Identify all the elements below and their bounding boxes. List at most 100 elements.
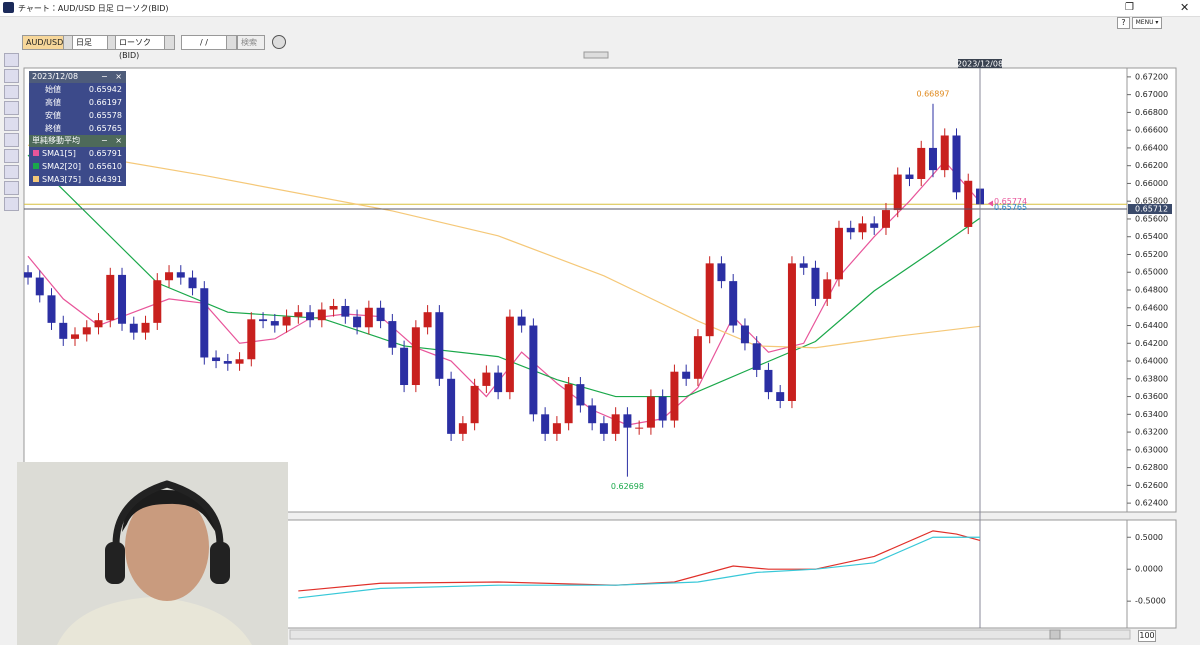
candle-body [165,272,174,281]
info-button[interactable] [272,35,286,49]
candle-body [212,357,221,362]
candle-body [588,405,597,424]
candle-body [870,223,879,228]
sma-row: SMA1[5] 0.65791 [29,147,126,160]
sma-swatch [33,150,39,156]
candle-body [458,423,467,434]
symbol: AUD/USD [26,38,64,47]
candle-body [517,316,526,326]
candle-body [717,263,726,282]
tool-button[interactable] [4,69,19,83]
info-label: 始値 [45,85,61,94]
date-input[interactable]: / / [181,35,237,50]
candle-body [541,414,550,434]
candle-body [905,174,914,179]
candle-body [223,361,232,364]
candle-body [306,312,315,321]
close-button[interactable]: ✕ [1180,1,1190,14]
candle-body [693,336,702,379]
symbol-select[interactable]: AUD/USD [22,35,74,50]
candle-body [423,312,432,328]
y-tick-label: 0.5000 [1135,533,1163,542]
candle-body [752,343,761,370]
candle-body [917,147,926,179]
candle-body [928,147,937,171]
y-tick-label: 0.62400 [1135,499,1168,508]
candle-body [552,423,561,434]
restore-button[interactable]: ❐ [1125,2,1134,13]
timeframe: 日足 [76,38,92,47]
info-value: 0.65765 [88,124,122,133]
zoom-select[interactable]: 100 [1138,630,1156,642]
info-value: 0.65578 [88,111,122,120]
chart-type: ローソク(BID) [119,38,151,60]
tool-button[interactable] [4,85,19,99]
y-tick-label: 0.63400 [1135,410,1168,419]
search-button[interactable]: 検索 [237,35,265,50]
info-date: 2023/12/08 [32,72,79,81]
candle-body [82,327,91,335]
info-label: 高値 [45,98,61,107]
y-tick-label: 0.67200 [1135,72,1168,81]
scrollbar [289,629,1131,640]
sma-swatch [33,163,39,169]
candle-body [141,322,150,333]
y-tick-label: 0.63600 [1135,392,1168,401]
y-tick-label: 0.65000 [1135,268,1168,277]
tool-button[interactable] [4,165,19,179]
candle-body [834,227,843,280]
tool-button[interactable] [4,117,19,131]
tool-button[interactable] [4,149,19,163]
y-tick-label: 0.66400 [1135,143,1168,152]
scroll-thumb [1049,629,1061,640]
indicator-line [27,154,981,398]
y-tick-label: 0.66000 [1135,179,1168,188]
y-tick-label: 0.64600 [1135,303,1168,312]
timeframe-select[interactable]: 日足 [72,35,118,50]
candle-body [682,371,691,379]
candle-body [881,210,890,228]
candle-body [740,325,749,344]
menu-button[interactable]: MENU ▾ [1132,17,1162,29]
sma-rows: SMA1[5] 0.65791 SMA2[20] 0.65610 SMA3[75] 0.6… [29,147,126,186]
candle-body [529,325,538,415]
help-button[interactable]: ? [1117,17,1130,29]
date-label: 2023/12/08 [957,60,1003,69]
info-value: 0.65942 [88,85,122,94]
tool-button[interactable] [4,197,19,211]
dropdown-arrow [164,35,175,50]
candle-body [329,305,338,310]
candle-body [494,372,503,393]
date: / / [200,38,208,47]
y-tick-label: -0.5000 [1135,597,1166,606]
sma-title: 単純移動平均 [32,136,80,145]
candle-body [411,327,420,386]
info-header: 2023/12/08− × [29,71,126,83]
y-tick-label: 0.63200 [1135,428,1168,437]
chart-type-select[interactable]: ローソク(BID) [115,35,175,60]
candle-body [435,312,444,379]
sma-value: 0.65610 [88,162,122,171]
candle-body [259,319,268,322]
webcam-image [17,462,288,645]
sma-value: 0.65791 [88,149,122,158]
y-tick-label: 0.0000 [1135,565,1163,574]
y-tick-label: 0.65600 [1135,214,1168,223]
tool-button[interactable] [4,101,19,115]
candle-body [482,372,491,386]
tool-button[interactable] [4,181,19,195]
candle-body [317,309,326,321]
date-label-box [958,59,1002,68]
tool-button[interactable] [4,53,19,67]
sma-swatch [33,176,39,182]
candle-body [47,295,56,323]
indicator-line [298,530,981,592]
tool-button[interactable] [4,133,19,147]
candle-body [611,414,620,434]
candle-body [823,279,832,299]
candle-body [282,316,291,326]
candle-body [188,277,197,289]
title-bar: チャート：AUD/USD 日足 ローソク(BID) ❐ ✕ [0,0,1200,17]
candle-body [799,263,808,268]
